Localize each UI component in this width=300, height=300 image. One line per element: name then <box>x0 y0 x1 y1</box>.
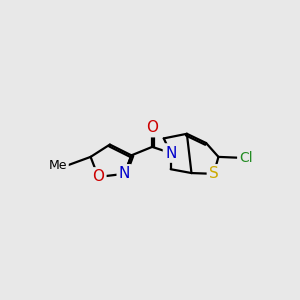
Text: N: N <box>165 146 176 160</box>
Text: O: O <box>92 169 104 184</box>
Text: Me: Me <box>49 159 68 172</box>
Text: S: S <box>209 166 219 181</box>
Text: Cl: Cl <box>239 151 253 165</box>
Text: O: O <box>146 120 158 135</box>
Text: N: N <box>119 166 130 181</box>
